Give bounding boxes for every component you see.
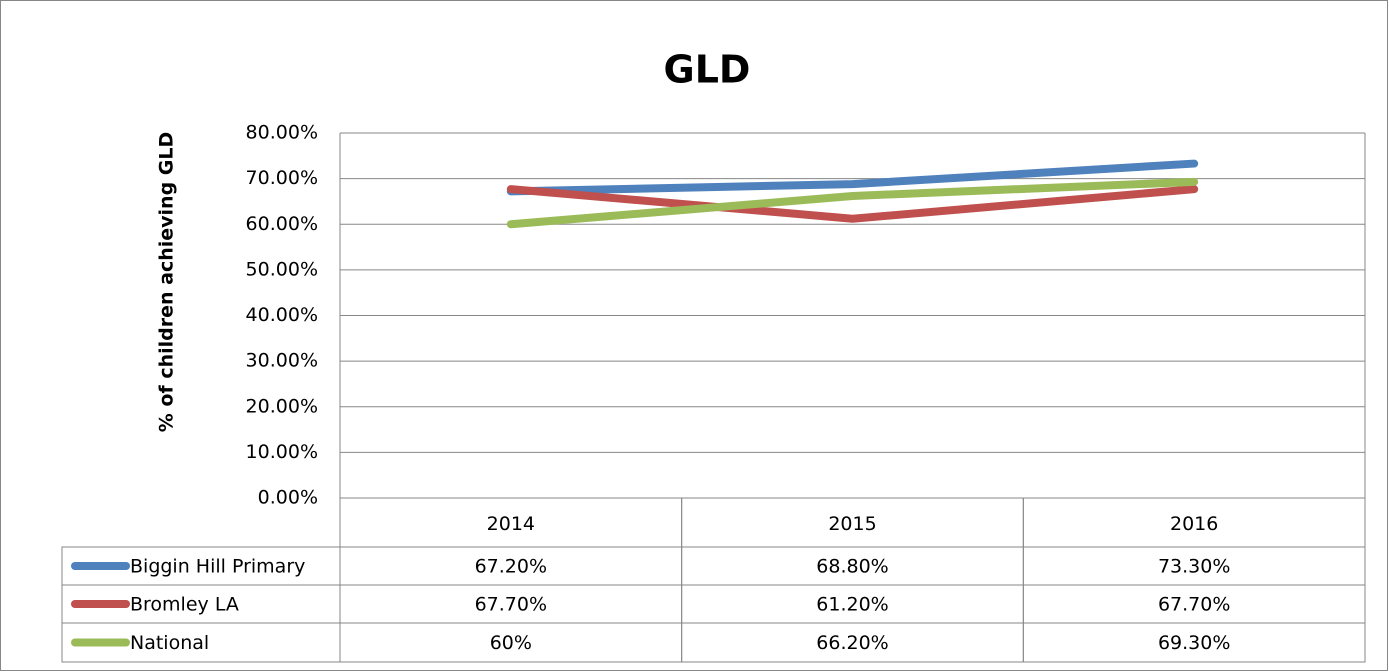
y-tick-label: 60.00% (246, 213, 318, 235)
series-line (506, 159, 1199, 196)
y-tick-label: 40.00% (246, 304, 318, 326)
data-label: 67.70% (1158, 594, 1230, 616)
y-tick-label: 50.00% (246, 258, 318, 280)
y-tick-label: 30.00% (246, 350, 318, 372)
chart-title: GLD (664, 48, 751, 92)
y-tick-label: 80.00% (246, 122, 318, 144)
data-label: 60% (490, 632, 532, 654)
x-tick-label: 2016 (1170, 513, 1218, 535)
y-axis-label: % of children achieving GLD (156, 132, 178, 433)
data-label: 66.20% (816, 632, 888, 654)
series-line (506, 177, 1199, 229)
series-line (506, 185, 1199, 223)
y-tick-label: 0.00% (258, 487, 318, 509)
x-tick-label: 2015 (828, 513, 876, 535)
y-tick-label: 10.00% (246, 441, 318, 463)
y-tick-label: 20.00% (246, 395, 318, 417)
data-label: 68.80% (816, 556, 888, 578)
x-tick-label: 2014 (487, 513, 535, 535)
data-label: 67.70% (475, 594, 547, 616)
data-label: 61.20% (816, 594, 888, 616)
data-label: 69.30% (1158, 632, 1230, 654)
data-label: 67.20% (475, 556, 547, 578)
table-cell (1022, 622, 1366, 663)
legend-label: Bromley LA (130, 594, 239, 616)
y-tick-label: 70.00% (246, 167, 318, 189)
data-label: 73.30% (1158, 556, 1230, 578)
legend-label: Biggin Hill Primary (130, 556, 305, 578)
legend-label: National (130, 632, 209, 654)
